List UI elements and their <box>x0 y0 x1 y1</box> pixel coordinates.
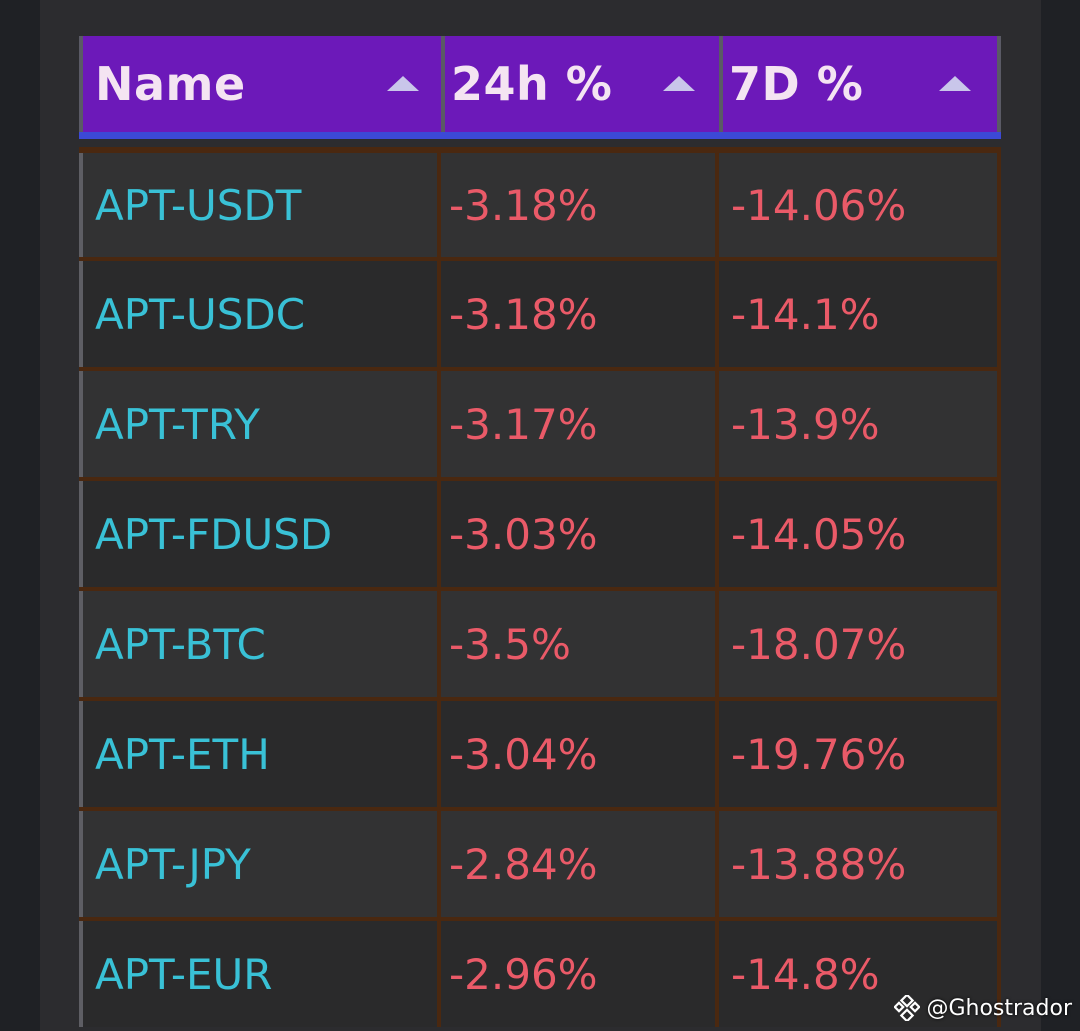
table-row[interactable]: APT-USDC -3.18% -14.1% <box>79 257 1001 367</box>
change-24h-cell: -3.17% <box>441 371 719 477</box>
table-row[interactable]: APT-TRY -3.17% -13.9% <box>79 367 1001 477</box>
pair-name-cell: APT-TRY <box>79 371 441 477</box>
sort-ascending-icon[interactable] <box>663 76 695 91</box>
table-row[interactable]: APT-USDT -3.18% -14.06% <box>79 147 1001 257</box>
pairs-table: Name 24h % 7D % APT-USDT -3.18% -14.06% … <box>79 36 1001 1027</box>
table-row[interactable]: APT-BTC -3.5% -18.07% <box>79 587 1001 697</box>
change-7d-cell: -14.05% <box>719 481 1001 587</box>
pair-name-cell: APT-USDC <box>79 261 441 367</box>
change-24h-cell: -2.84% <box>441 811 719 917</box>
column-header-label: 24h % <box>451 57 613 111</box>
pair-name-cell: APT-USDT <box>79 153 441 257</box>
column-header-7d[interactable]: 7D % <box>719 36 1001 132</box>
change-24h-cell: -3.04% <box>441 701 719 807</box>
sort-ascending-icon[interactable] <box>387 76 419 91</box>
watermark-text: @Ghostrador <box>926 995 1072 1021</box>
change-7d-cell: -14.06% <box>719 153 1001 257</box>
column-header-name[interactable]: Name <box>79 36 441 132</box>
pair-name-cell: APT-BTC <box>79 591 441 697</box>
sort-ascending-icon[interactable] <box>939 76 971 91</box>
column-header-label: 7D % <box>729 57 864 111</box>
change-7d-cell: -14.8% <box>719 921 1001 1027</box>
change-24h-cell: -3.18% <box>441 153 719 257</box>
change-7d-cell: -14.1% <box>719 261 1001 367</box>
table-row[interactable]: APT-JPY -2.84% -13.88% <box>79 807 1001 917</box>
pair-name-cell: APT-ETH <box>79 701 441 807</box>
change-24h-cell: -3.5% <box>441 591 719 697</box>
table-row[interactable]: APT-EUR -2.96% -14.8% <box>79 917 1001 1027</box>
column-header-24h[interactable]: 24h % <box>441 36 719 132</box>
binance-logo-icon <box>894 995 921 1021</box>
pair-name-cell: APT-JPY <box>79 811 441 917</box>
change-7d-cell: -13.88% <box>719 811 1001 917</box>
change-7d-cell: -18.07% <box>719 591 1001 697</box>
pair-name-cell: APT-EUR <box>79 921 441 1027</box>
change-7d-cell: -19.76% <box>719 701 1001 807</box>
table-body: APT-USDT -3.18% -14.06% APT-USDC -3.18% … <box>79 147 1001 1027</box>
change-24h-cell: -3.03% <box>441 481 719 587</box>
change-24h-cell: -3.18% <box>441 261 719 367</box>
table-row[interactable]: APT-FDUSD -3.03% -14.05% <box>79 477 1001 587</box>
change-7d-cell: -13.9% <box>719 371 1001 477</box>
pair-name-cell: APT-FDUSD <box>79 481 441 587</box>
change-24h-cell: -2.96% <box>441 921 719 1027</box>
table-header: Name 24h % 7D % <box>79 36 1001 139</box>
table-row[interactable]: APT-ETH -3.04% -19.76% <box>79 697 1001 807</box>
column-header-label: Name <box>95 57 246 111</box>
watermark: @Ghostrador <box>894 995 1072 1021</box>
